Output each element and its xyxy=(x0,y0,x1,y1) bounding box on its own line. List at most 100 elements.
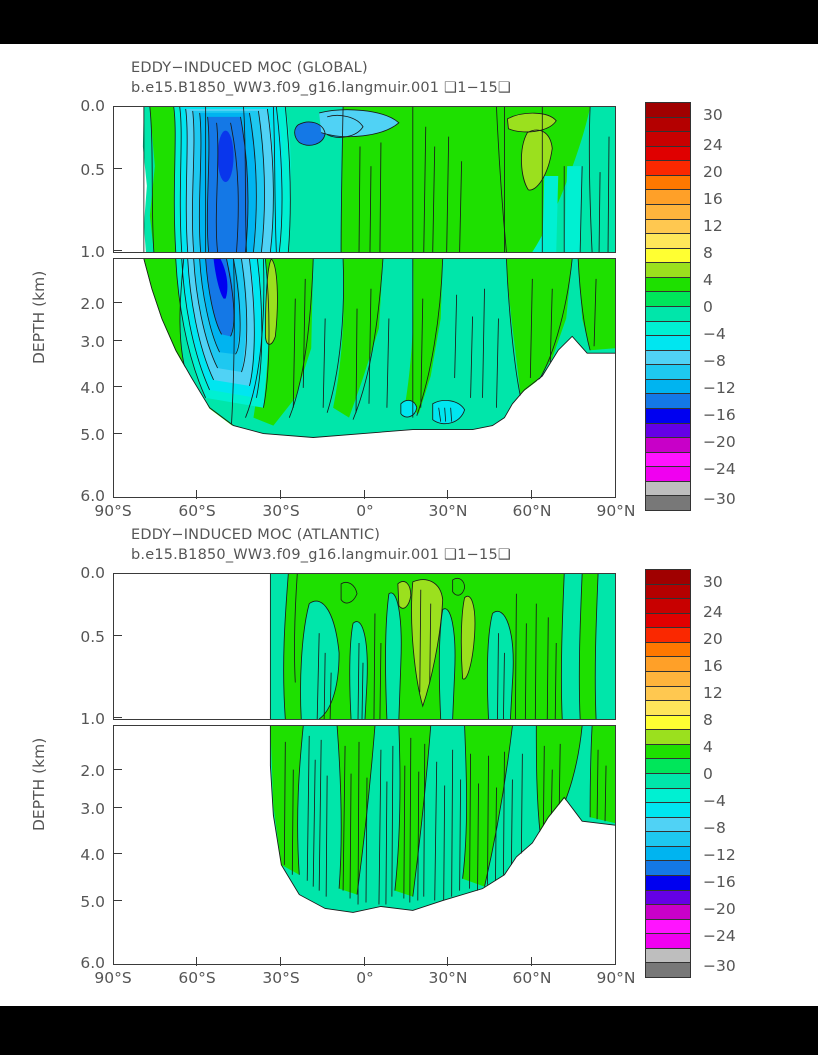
atlantic-tick-x-0 xyxy=(364,957,366,966)
atlantic-tick-x-30s xyxy=(280,957,282,966)
colorbar-label: 20 xyxy=(703,163,723,182)
colorbar-swatch xyxy=(645,787,691,804)
colorbar-label: −16 xyxy=(703,873,736,891)
colorbar-swatch xyxy=(645,131,691,147)
colorbar-swatch xyxy=(645,174,691,191)
colorbar-swatch xyxy=(645,495,691,511)
atlantic-tick-y-10 xyxy=(113,717,122,719)
colorbar-swatch xyxy=(645,349,691,366)
colorbar-swatch xyxy=(645,685,691,702)
colorbar-swatch xyxy=(645,306,691,322)
colorbar-swatch xyxy=(645,816,691,833)
global-xtick-90s: 90°S xyxy=(94,502,132,520)
colorbar-swatch xyxy=(645,845,691,862)
panel-atlantic-title: EDDY−INDUCED MOC (ATLANTIC) xyxy=(131,527,381,543)
colorbar-swatch xyxy=(645,480,691,497)
colorbar-swatch xyxy=(645,656,691,672)
atlantic-ytick-60: 6.0 xyxy=(80,954,105,972)
colorbar-label: −12 xyxy=(703,379,736,398)
global-lower-field xyxy=(114,259,615,497)
atlantic-xtick-90n: 90°N xyxy=(596,969,636,987)
panel-atlantic-subtitle: b.e15.B1850_WW3.f09_g16.langmuir.001 ❑1−… xyxy=(131,547,512,563)
global-xtick-60s: 60°S xyxy=(178,502,216,520)
global-xtick-60n: 60°N xyxy=(512,502,552,520)
figure-canvas: EDDY−INDUCED MOC (GLOBAL) b.e15.B1850_WW… xyxy=(0,44,818,1006)
colorbar-swatch xyxy=(645,364,691,380)
colorbar-label: −16 xyxy=(703,406,736,424)
atlantic-lower-field xyxy=(114,726,615,964)
colorbar-swatch xyxy=(645,904,691,920)
panel-global-title: EDDY−INDUCED MOC (GLOBAL) xyxy=(131,60,368,76)
global-upper-field xyxy=(114,107,615,252)
global-tick-x-30s xyxy=(280,490,282,499)
colorbar-swatch xyxy=(645,466,691,482)
atlantic-tick-y-30 xyxy=(113,807,122,809)
colorbar-label: −4 xyxy=(703,792,726,811)
global-colorbar[interactable]: 30 24 20 16 12 8 4 0 −4 −8 −12 −16 −20 −24 −30 xyxy=(645,102,736,511)
colorbar-swatch xyxy=(645,262,691,278)
colorbar-label: 30 xyxy=(703,106,723,125)
colorbar-swatch xyxy=(645,962,691,978)
colorbar-swatch xyxy=(645,671,691,687)
colorbar-swatch xyxy=(645,451,691,468)
global-tick-y-20 xyxy=(113,302,122,304)
colorbar-swatch xyxy=(645,102,691,118)
global-xtick-90n: 90°N xyxy=(596,502,636,520)
global-ytick-05: 0.5 xyxy=(80,161,105,179)
global-upper-plot[interactable] xyxy=(113,106,616,253)
global-tick-y-50 xyxy=(113,433,122,435)
colorbar-swatch xyxy=(645,714,691,731)
global-xtick-30n: 30°N xyxy=(428,502,468,520)
atlantic-ytick-05: 0.5 xyxy=(80,628,105,646)
colorbar-swatch xyxy=(645,860,691,876)
global-ytick-10: 1.0 xyxy=(80,243,105,261)
atlantic-upper-field xyxy=(114,574,615,719)
colorbar-swatch xyxy=(645,918,691,935)
atlantic-tick-x-60n xyxy=(531,957,533,966)
colorbar-swatch xyxy=(645,233,691,249)
atlantic-upper-plot[interactable] xyxy=(113,573,616,720)
colorbar-swatch xyxy=(645,875,691,891)
colorbar-swatch xyxy=(645,408,691,424)
colorbar-label: 30 xyxy=(703,573,723,592)
atlantic-tick-y-40 xyxy=(113,853,122,855)
colorbar-swatch xyxy=(645,437,691,453)
global-ytick-30: 3.0 xyxy=(80,333,105,351)
colorbar-label: −8 xyxy=(703,819,726,838)
global-y-axis-label: DEPTH (km) xyxy=(30,270,48,364)
colorbar-swatch xyxy=(645,612,691,629)
colorbar-label: −8 xyxy=(703,352,726,371)
global-lower-plot[interactable] xyxy=(113,258,616,498)
atlantic-ytick-10: 1.0 xyxy=(80,710,105,728)
atlantic-tick-y-05 xyxy=(113,635,122,637)
global-tick-x-0 xyxy=(364,490,366,499)
colorbar-label: −4 xyxy=(703,325,726,344)
colorbar-swatch xyxy=(645,729,691,745)
atlantic-colorbar[interactable]: 30 24 20 16 12 8 4 0 −4 −8 −12 −16 −20 −24 −30 xyxy=(645,569,736,978)
colorbar-label: 20 xyxy=(703,630,723,649)
colorbar-label: −12 xyxy=(703,846,736,865)
atlantic-xtick-30s: 30°S xyxy=(262,969,300,987)
global-ytick-0: 0.0 xyxy=(80,97,105,115)
colorbar-label: 24 xyxy=(703,136,723,155)
colorbar-swatch xyxy=(645,569,691,585)
atlantic-lower-plot[interactable] xyxy=(113,725,616,965)
colorbar-swatch xyxy=(645,598,691,614)
colorbar-swatch xyxy=(645,145,691,162)
global-tick-y-30 xyxy=(113,340,122,342)
colorbar-label: −24 xyxy=(703,459,736,478)
atlantic-ytick-40: 4.0 xyxy=(80,846,105,864)
atlantic-ytick-30: 3.0 xyxy=(80,800,105,818)
colorbar-swatch xyxy=(645,393,691,409)
colorbar-label: 16 xyxy=(703,657,723,676)
colorbar-swatch xyxy=(645,627,691,643)
atlantic-ytick-0: 0.0 xyxy=(80,564,105,582)
global-tick-y-10 xyxy=(113,250,122,252)
colorbar-swatch xyxy=(645,291,691,307)
atlantic-y-axis-label: DEPTH (km) xyxy=(30,737,48,831)
colorbar-swatch xyxy=(645,583,691,600)
colorbar-swatch xyxy=(645,276,691,293)
colorbar-label: 8 xyxy=(703,711,713,730)
panel-atlantic: EDDY−INDUCED MOC (ATLANTIC) b.e15.B1850_… xyxy=(0,514,818,1006)
